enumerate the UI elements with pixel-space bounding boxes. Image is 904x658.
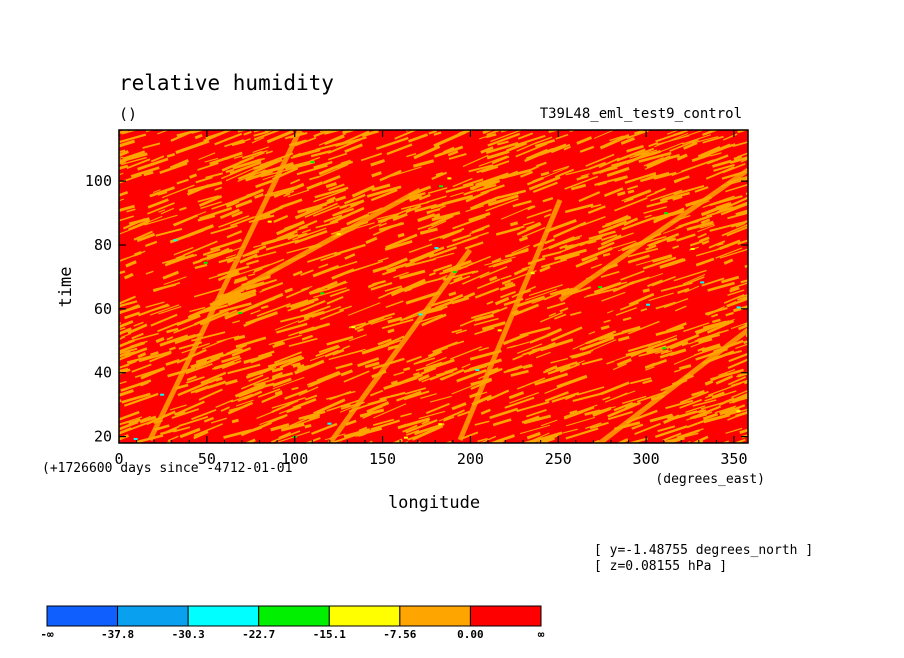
colorbar-label: ∞ [538,628,545,641]
field-streaks [119,130,748,443]
time-origin-note: (+1726600 days since -4712-01-01 [42,461,292,476]
colorbar-label: -30.3 [172,628,205,641]
x-axis-title: longitude [388,493,480,513]
colorbar-swatch [187,605,260,627]
x-tick-label: 100 [281,450,308,468]
level-context: [ z=0.08155 hPa ] [594,559,727,574]
y-axis-title: time [56,267,76,308]
y-tick-label: 100 [85,172,112,190]
x-axis: 0 50 100 150 200 250 300 350 [114,130,747,468]
x-tick-label: 0 [114,450,123,468]
colorbar: -∞ -37.8 -30.3 -22.7 -15.1 -7.56 0.00 ∞ [40,605,545,641]
colorbar-label: 0.00 [457,628,484,641]
x-tick-label: 350 [720,450,747,468]
plot-frame [118,129,749,444]
colorbar-label: -37.8 [101,628,134,641]
y-tick-label: 60 [94,300,112,318]
colorbar-label: -22.7 [242,628,275,641]
chart-title: relative humidity [119,71,334,95]
colorbar-swatch [399,605,471,627]
x-tick-label: 150 [369,450,396,468]
x-tick-label: 50 [198,450,216,468]
colorbar-label: -7.56 [383,628,416,641]
y-tick-label: 40 [94,364,112,382]
x-tick-label: 200 [457,450,484,468]
dataset-label: T39L48_eml_test9_control [540,106,742,122]
x-tick-label: 250 [545,450,572,468]
colorbar-swatch [328,605,401,627]
units-label: () [119,105,137,123]
colorbar-swatch [469,605,542,627]
colorbar-swatch [117,605,189,627]
colorbar-label: -∞ [40,628,54,641]
x-tick-label: 300 [633,450,660,468]
latitude-context: [ y=-1.48755 degrees_north ] [594,543,813,558]
x-units-label: (degrees_east) [655,472,765,487]
colorbar-swatch [46,605,119,627]
humidity-field [119,130,748,443]
y-axis: 20 40 60 80 100 [85,172,748,446]
y-tick-label: 80 [94,236,112,254]
y-tick-label: 20 [94,428,112,446]
colorbar-label: -15.1 [313,628,346,641]
colorbar-swatch [258,605,330,627]
